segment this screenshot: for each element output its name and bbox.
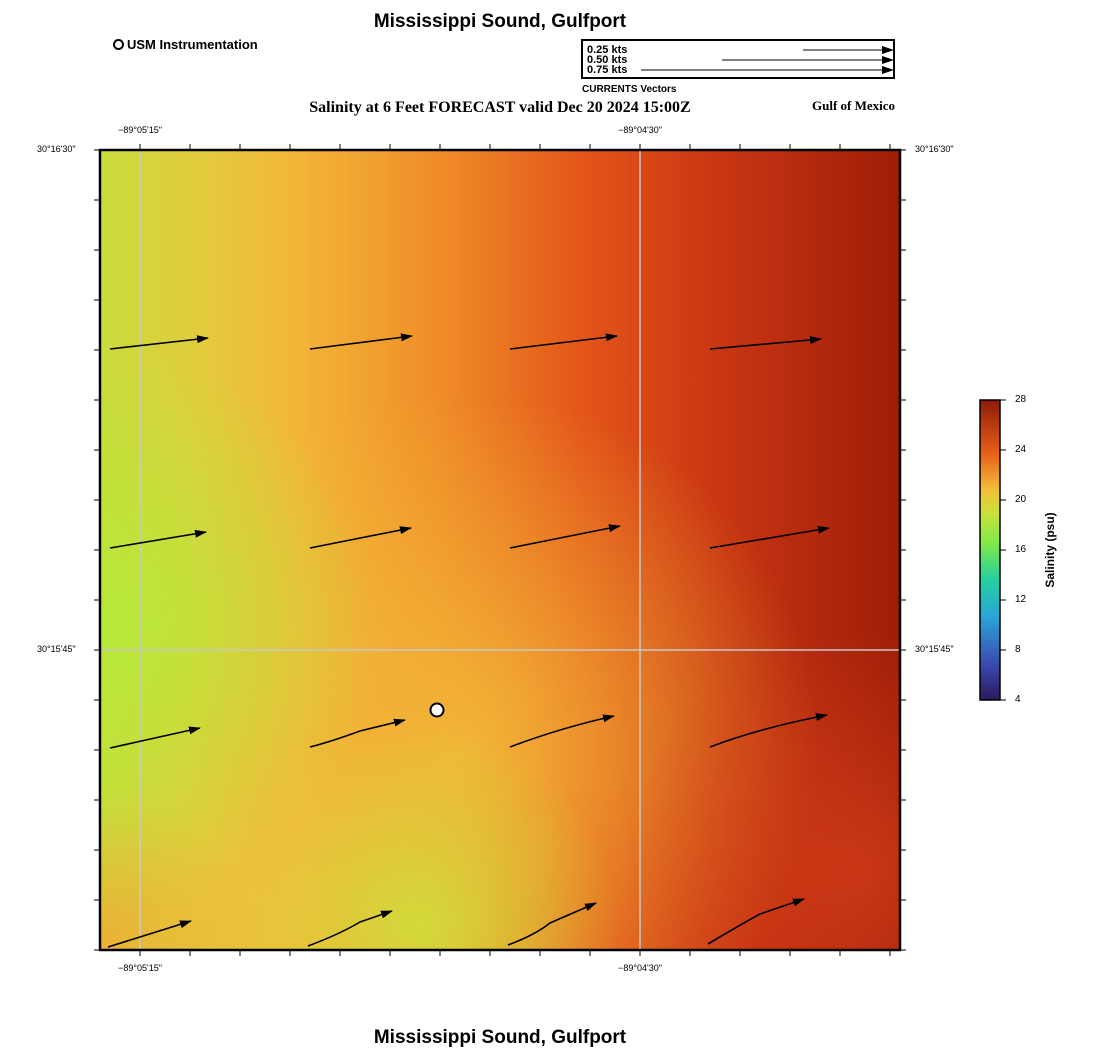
- colorbar-tick-label: 28: [1015, 394, 1027, 405]
- current-vector-arrow: [109, 726, 201, 749]
- vector-legend-caption: CURRENTS Vectors: [582, 84, 677, 95]
- graticule: [100, 150, 900, 950]
- longitude-label: −89°04'30": [618, 963, 662, 973]
- latitude-label: 30°16'30": [37, 144, 76, 154]
- current-vector-arrow: [309, 333, 413, 350]
- vector-legend-arrows: [641, 46, 894, 74]
- station-legend: USM Instrumentation: [113, 37, 258, 52]
- colorbar-tick-label: 24: [1015, 444, 1027, 455]
- region-label: Gulf of Mexico: [812, 98, 896, 113]
- current-vector-arrow: [109, 529, 207, 549]
- current-vector-arrow: [309, 526, 412, 549]
- bottom-title: Mississippi Sound, Gulfport: [373, 1027, 627, 1048]
- salinity-field: [100, 150, 900, 950]
- vector-legend-label: 0.75 kts: [587, 64, 628, 76]
- current-vector-arrow: [509, 333, 618, 350]
- current-vector-arrow: [507, 902, 597, 946]
- current-vector-arrow: [709, 713, 828, 748]
- colorbar: [979, 399, 1006, 701]
- current-vector-arrow: [307, 910, 393, 947]
- latitude-label: 30°15'45": [37, 644, 76, 654]
- longitude-label: −89°04'30": [618, 125, 662, 135]
- current-vector-arrow: [709, 336, 822, 350]
- colorbar-tick-label: 4: [1015, 694, 1021, 705]
- current-vector-arrow: [509, 524, 621, 549]
- latitude-label: 30°15'45": [915, 644, 954, 654]
- current-vector-arrow: [107, 920, 192, 948]
- colorbar-tick-label: 20: [1015, 494, 1027, 505]
- station-legend-label: USM Instrumentation: [127, 37, 258, 52]
- longitude-label: −89°05'15": [118, 963, 162, 973]
- vector-legend: 0.25 kts 0.50 kts 0.75 kts: [581, 39, 895, 79]
- map-title: Mississippi Sound, Gulfport: [373, 11, 627, 32]
- current-vector-arrow: [109, 335, 209, 350]
- map-subtitle: Salinity at 6 Feet FORECAST valid Dec 20…: [309, 99, 691, 116]
- circle-marker-icon: [113, 39, 124, 50]
- current-vector-arrow: [707, 898, 805, 945]
- latitude-label: 30°16'30": [915, 144, 954, 154]
- vector-legend-label: 0.25 kts: [587, 44, 628, 56]
- current-vector-arrow: [709, 525, 830, 549]
- usm-station-marker: [429, 702, 445, 718]
- current-vectors: [107, 333, 830, 948]
- current-vector-arrow: [509, 714, 615, 748]
- current-vector-arrow: [309, 718, 406, 748]
- colorbar-tick-label: 12: [1015, 594, 1027, 605]
- colorbar-tick-label: 16: [1015, 544, 1027, 555]
- longitude-label: −89°05'15": [118, 125, 162, 135]
- vector-legend-label: 0.50 kts: [587, 54, 628, 66]
- frame-ticks: [94, 144, 906, 956]
- colorbar-tick-label: 8: [1015, 644, 1021, 655]
